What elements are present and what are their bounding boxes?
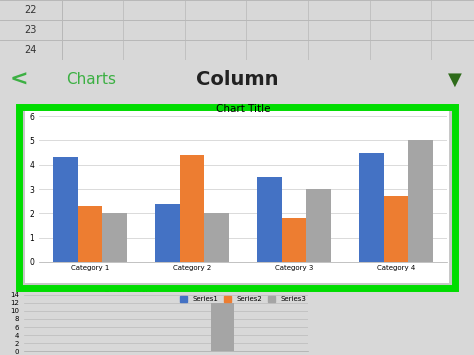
Text: Chart Title: Chart Title	[103, 284, 155, 294]
Title: Chart Title: Chart Title	[216, 104, 270, 114]
Bar	[155, 204, 180, 262]
Bar	[359, 153, 384, 262]
Text: Charts: Charts	[66, 72, 116, 87]
Text: 24: 24	[25, 45, 37, 55]
Bar	[257, 177, 282, 262]
Legend: Series1, Series2, Series3: Series1, Series2, Series3	[177, 294, 309, 305]
Bar	[78, 206, 102, 262]
Bar	[384, 196, 408, 262]
Bar	[53, 157, 78, 262]
Bar	[306, 189, 331, 262]
Bar	[102, 213, 127, 262]
Text: 23: 23	[25, 25, 37, 35]
Text: Column: Column	[196, 70, 278, 89]
Bar	[408, 141, 433, 262]
Text: ▼: ▼	[448, 71, 462, 89]
Bar	[282, 218, 306, 262]
Text: 22: 22	[25, 5, 37, 15]
Text: <: <	[9, 70, 28, 90]
Bar	[180, 155, 204, 262]
Bar	[204, 213, 228, 262]
Bar	[211, 303, 234, 351]
